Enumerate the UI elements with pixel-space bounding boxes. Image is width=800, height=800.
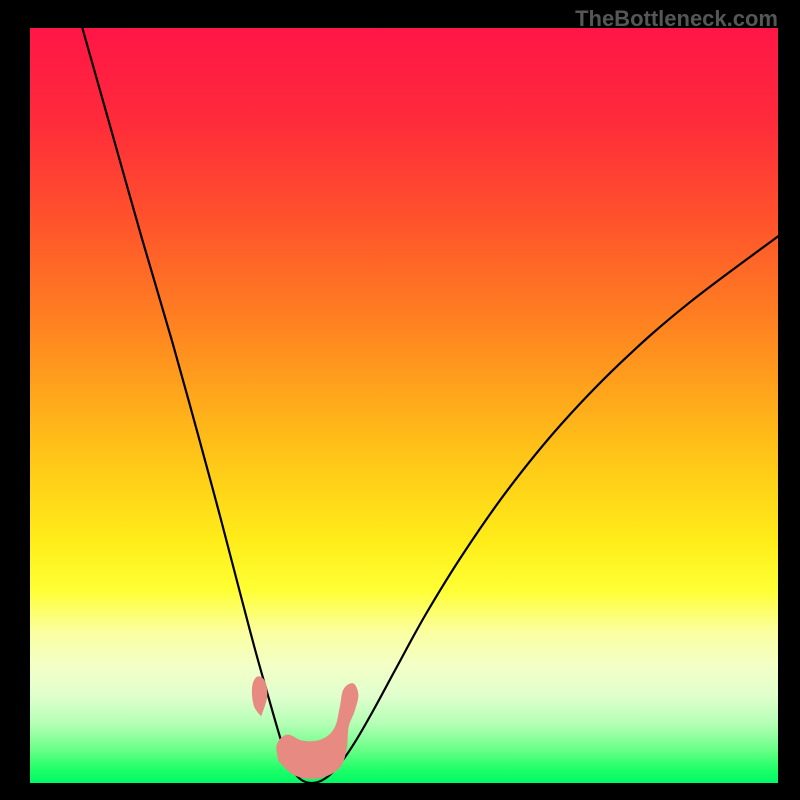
chart-svg: [0, 0, 800, 800]
frame-border-right: [778, 0, 800, 800]
frame-border-bottom: [0, 783, 800, 800]
plot-background: [30, 28, 778, 783]
frame-border-left: [0, 0, 30, 800]
chart-frame: TheBottleneck.com: [0, 0, 800, 800]
watermark-text: TheBottleneck.com: [575, 6, 778, 32]
